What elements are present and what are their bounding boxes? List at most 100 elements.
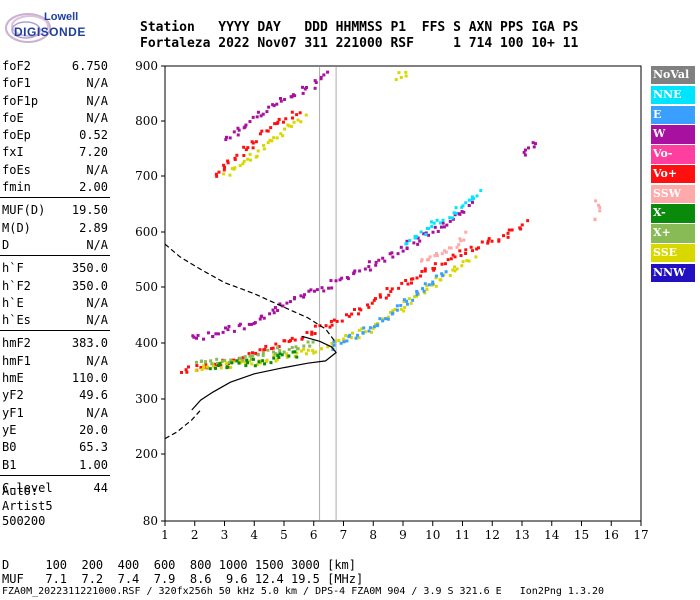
param-value: 1.00 (79, 457, 108, 472)
echo-point (353, 269, 357, 273)
echo-point (202, 364, 206, 368)
echo-point (467, 259, 471, 263)
echo-point (383, 259, 387, 263)
echo-point (433, 267, 437, 271)
echo-point (238, 164, 242, 168)
echo-point (324, 324, 328, 328)
echo-point (462, 238, 466, 242)
echo-point (471, 249, 475, 253)
echo-point (256, 110, 260, 114)
echo-point (228, 360, 232, 364)
echo-point (452, 211, 456, 215)
echo-point (214, 332, 218, 336)
y-tick-label: 700 (135, 169, 158, 183)
echo-point (338, 278, 342, 282)
echo-point (206, 331, 210, 335)
echo-point (237, 128, 241, 132)
param-divider (0, 474, 110, 480)
echo-point (404, 242, 408, 246)
echo-point (304, 85, 308, 89)
echo-point (285, 355, 289, 359)
echo-point (449, 257, 453, 261)
x-tick-label: 11 (455, 528, 470, 542)
echo-point (330, 323, 334, 327)
param-row: yF2 49.6 (0, 387, 110, 404)
auto-program: Artist5 (2, 499, 53, 513)
echo-point (406, 282, 410, 286)
echo-point (260, 314, 264, 318)
echo-point (285, 301, 289, 305)
echo-point (453, 269, 457, 273)
echo-point (390, 287, 394, 291)
echo-point (372, 325, 376, 329)
echo-point (367, 305, 371, 309)
y-tick-label: 80 (143, 514, 158, 528)
echo-point (460, 210, 464, 214)
echo-point (415, 235, 419, 239)
y-tick-label: 600 (135, 225, 158, 239)
echo-point (276, 354, 280, 358)
echo-point (372, 298, 376, 302)
echo-point (227, 324, 231, 328)
param-name: B1 (2, 457, 17, 472)
echo-point (404, 70, 408, 74)
echo-point (368, 326, 372, 330)
echo-point (457, 243, 461, 247)
echo-point (389, 289, 393, 293)
echo-point (303, 293, 307, 297)
echo-point (449, 246, 453, 250)
echo-point (422, 232, 426, 236)
echo-point (232, 130, 236, 134)
echo-point (352, 271, 356, 275)
echo-point (199, 366, 203, 370)
echo-point (391, 309, 395, 313)
echo-point (340, 319, 344, 323)
echo-point (290, 110, 294, 114)
x-tick-label: 4 (250, 528, 258, 542)
echo-point (435, 218, 439, 222)
y-tick-label: 900 (135, 59, 158, 73)
param-row: yE 20.0 (0, 422, 110, 439)
echo-point (225, 361, 229, 365)
echo-point (367, 260, 371, 264)
echo-point (288, 300, 292, 304)
legend-item: NNE (651, 85, 695, 105)
echo-point (304, 352, 308, 356)
echo-point (523, 153, 527, 157)
echo-point (299, 349, 303, 353)
echo-point (354, 336, 358, 340)
echo-point (242, 153, 246, 157)
echo-point (217, 170, 221, 174)
param-name: M(D) (2, 220, 31, 235)
param-value: 350.0 (71, 261, 108, 276)
echo-point (312, 351, 316, 355)
echo-point (250, 362, 254, 366)
legend-item: NNW (651, 263, 695, 283)
echo-point (271, 308, 275, 312)
param-name: h`Es (2, 313, 31, 328)
param-value: 44 (93, 480, 108, 495)
param-row: MUF(D) 19.50 (0, 202, 110, 219)
param-value: 2.00 (79, 180, 108, 195)
echo-point (320, 286, 324, 290)
echo-point (359, 308, 363, 312)
echo-point (480, 240, 484, 244)
echo-point (454, 206, 458, 210)
echo-point (519, 227, 523, 231)
echo-point (374, 260, 378, 264)
echo-point (202, 337, 206, 341)
echo-point (235, 153, 239, 157)
echo-point (306, 340, 310, 344)
echo-point (295, 113, 299, 117)
echo-point (441, 274, 445, 278)
echo-point (209, 359, 213, 363)
echo-point (244, 148, 248, 152)
echo-point (295, 351, 299, 355)
param-value: N/A (86, 295, 108, 310)
echo-point (322, 73, 326, 77)
electron-density-profile (191, 335, 337, 411)
echo-point (314, 350, 318, 354)
echo-point (349, 336, 353, 340)
echo-point (597, 203, 601, 207)
echo-point (455, 245, 459, 249)
